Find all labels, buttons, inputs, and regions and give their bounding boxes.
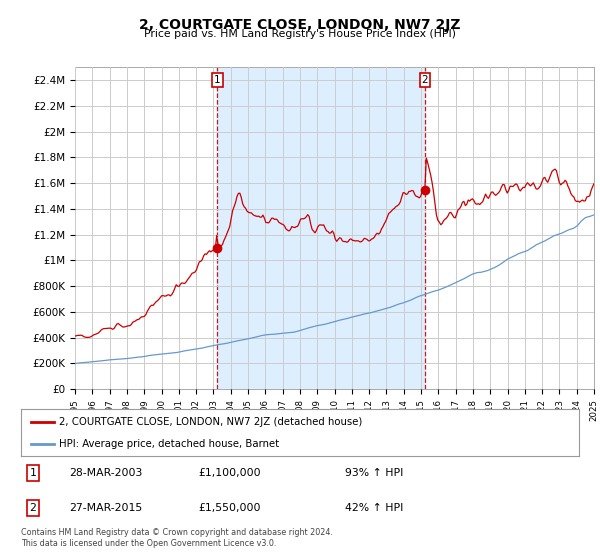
Text: 42% ↑ HPI: 42% ↑ HPI (345, 503, 403, 513)
Text: 2: 2 (29, 503, 37, 513)
Text: HPI: Average price, detached house, Barnet: HPI: Average price, detached house, Barn… (59, 438, 279, 449)
Text: Contains HM Land Registry data © Crown copyright and database right 2024.
This d: Contains HM Land Registry data © Crown c… (21, 528, 333, 548)
Text: 1: 1 (29, 468, 37, 478)
Text: Price paid vs. HM Land Registry's House Price Index (HPI): Price paid vs. HM Land Registry's House … (144, 29, 456, 39)
Text: 2, COURTGATE CLOSE, LONDON, NW7 2JZ: 2, COURTGATE CLOSE, LONDON, NW7 2JZ (139, 18, 461, 32)
Text: 28-MAR-2003: 28-MAR-2003 (69, 468, 142, 478)
Bar (217, 67, 425, 389)
Text: 2, COURTGATE CLOSE, LONDON, NW7 2JZ (detached house): 2, COURTGATE CLOSE, LONDON, NW7 2JZ (det… (59, 417, 362, 427)
Text: 27-MAR-2015: 27-MAR-2015 (69, 503, 142, 513)
Text: £1,550,000: £1,550,000 (198, 503, 260, 513)
Text: 2: 2 (422, 75, 428, 85)
Text: 93% ↑ HPI: 93% ↑ HPI (345, 468, 403, 478)
Text: 1: 1 (214, 75, 221, 85)
Text: £1,100,000: £1,100,000 (198, 468, 260, 478)
